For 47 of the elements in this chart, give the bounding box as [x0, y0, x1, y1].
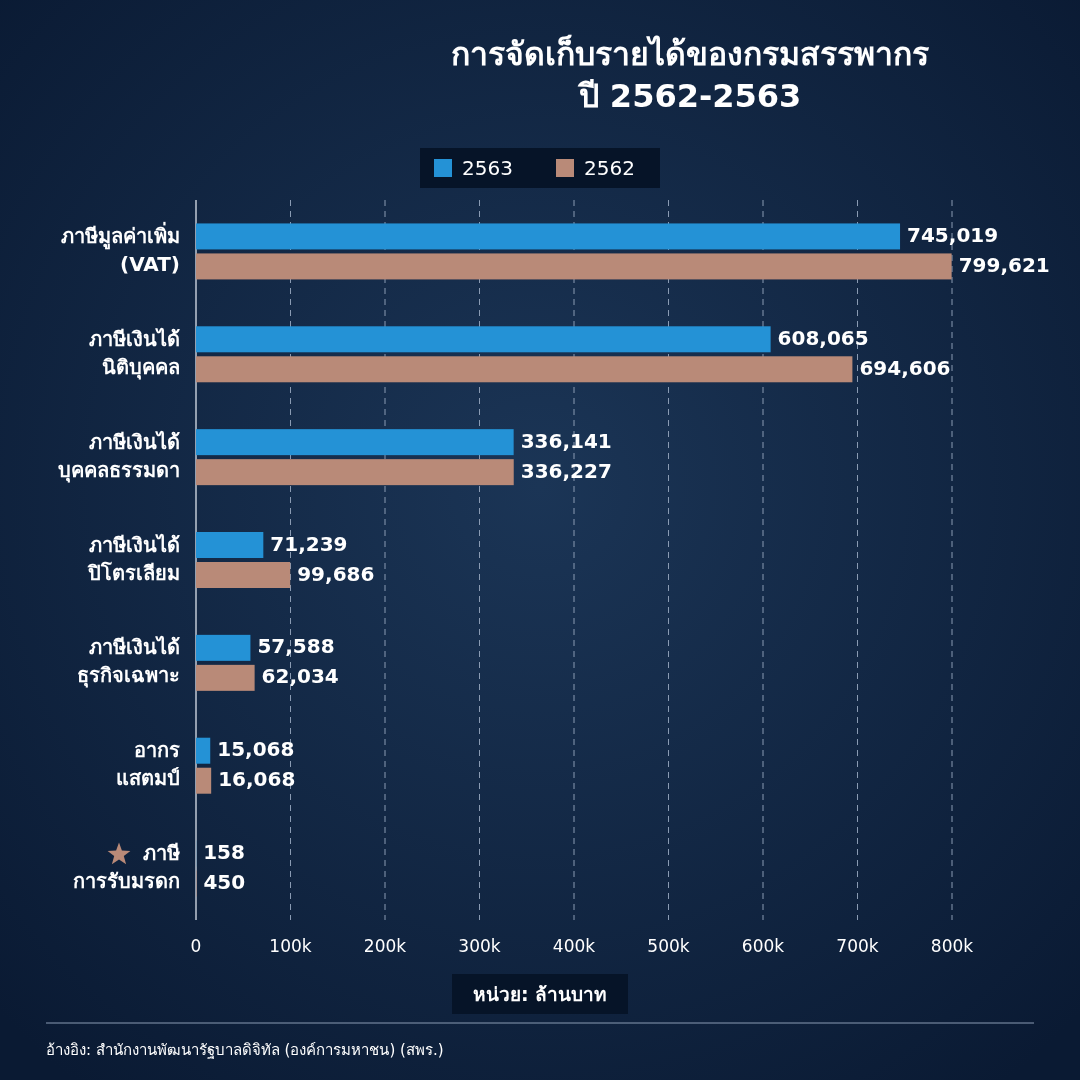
- y-tick-label: อากร แสตมป์: [116, 738, 180, 791]
- bar: [196, 326, 771, 353]
- bar: [196, 634, 251, 661]
- data-label: 16,068: [218, 767, 296, 792]
- x-tick-label: 600k: [741, 936, 785, 956]
- data-label: 608,065: [777, 325, 869, 350]
- x-tick-label: 100k: [269, 936, 312, 956]
- bar: [196, 532, 264, 558]
- x-tick-label: 300k: [458, 936, 501, 956]
- y-tick-label: ภาษีเงินได้ นิติบุคคล: [89, 326, 180, 380]
- x-tick-label: 700k: [836, 936, 879, 956]
- data-label: 71,239: [270, 531, 348, 556]
- data-label: 99,686: [297, 561, 375, 586]
- chart-title: การจัดเก็บรายได้ของกรมสรรพากร ปี 2562-2563: [451, 34, 929, 115]
- bar: [196, 767, 212, 794]
- x-tick-label: 200k: [363, 936, 407, 956]
- data-label: 62,034: [261, 664, 339, 689]
- y-tick-label: ภาษีเงินได้ ปิโตรเลียม: [87, 532, 180, 585]
- data-label: 15,068: [217, 737, 295, 762]
- data-label: 336,141: [520, 428, 612, 453]
- data-label: 57,588: [257, 634, 335, 659]
- data-label: 745,019: [907, 222, 999, 247]
- x-tick-label: 800k: [930, 936, 974, 956]
- bar: [196, 253, 952, 280]
- legend-label: 2562: [584, 155, 635, 180]
- data-label: 450: [203, 870, 246, 895]
- bar: [196, 737, 211, 764]
- x-tick-label: 400k: [552, 936, 596, 956]
- y-tick-label: ภาษีเงินได้ บุคคลธรรมดา: [58, 429, 180, 483]
- bar: [196, 664, 255, 691]
- data-label: 158: [203, 840, 245, 865]
- bar: [196, 356, 853, 383]
- bar: [196, 562, 291, 588]
- legend-label: 2563: [462, 155, 513, 180]
- text: หน่วย: ล้านบาท: [472, 982, 608, 1005]
- bar: [196, 223, 901, 250]
- data-label: 694,606: [859, 355, 951, 380]
- x-tick-label: 500k: [647, 936, 690, 956]
- bar: [196, 459, 514, 486]
- y-tick-label: ภาษีมูลค่าเพิ่ม (VAT): [61, 220, 180, 276]
- y-tick-label: ภาษีเงินได้ ธุรกิจเฉพาะ: [77, 635, 180, 689]
- bar: [196, 429, 514, 456]
- text: อ้างอิง: สำนักงานพัฒนารัฐบาลดิจิทัล (องค์การมหาชน) (สพร.): [46, 1041, 444, 1059]
- data-label: 799,621: [958, 252, 1050, 277]
- data-label: 336,227: [520, 458, 612, 483]
- y-tick-label: ภาษี การรับมรดก: [73, 841, 180, 894]
- x-tick-label: 0: [190, 936, 202, 956]
